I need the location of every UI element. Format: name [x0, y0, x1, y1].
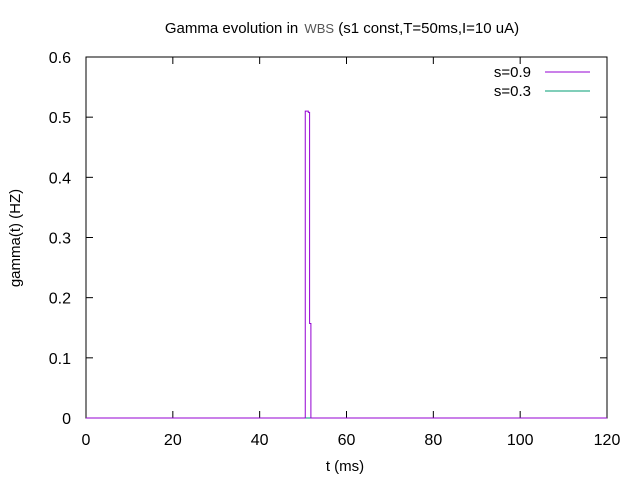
series-lines — [86, 110, 607, 419]
chart-title-highlight: WBS — [304, 21, 334, 36]
y-axis-ticks: 0 0.1 0.2 0.3 0.4 0.5 0.6 — [49, 50, 607, 428]
legend-label: s=0.9 — [494, 64, 531, 81]
chart-title: Gamma evolution in WBS (s1 const,T=50ms,… — [165, 20, 519, 37]
x-tick-label: 80 — [424, 432, 442, 449]
chart-title-prefix: Gamma evolution in — [165, 20, 303, 37]
series-line-1 — [86, 110, 607, 419]
legend-label: s=0.3 — [494, 83, 531, 100]
x-tick-label: 40 — [251, 432, 269, 449]
x-tick-label: 120 — [594, 432, 621, 449]
y-axis-label: gamma(t) (HZ) — [7, 189, 24, 287]
y-tick-label: 0.4 — [49, 170, 71, 187]
y-tick-label: 0.6 — [49, 50, 71, 67]
legend: s=0.9 s=0.3 — [494, 64, 590, 100]
chart-title-suffix: (s1 const,T=50ms,I=10 uA) — [334, 20, 519, 37]
x-tick-label: 100 — [507, 432, 534, 449]
plot-frame — [85, 56, 608, 419]
y-tick-label: 0.1 — [49, 351, 71, 368]
y-tick-label: 0 — [62, 411, 71, 428]
x-tick-label: 60 — [338, 432, 356, 449]
y-tick-label: 0.2 — [49, 291, 71, 308]
x-tick-label: 0 — [82, 432, 91, 449]
x-tick-label: 20 — [164, 432, 182, 449]
y-tick-label: 0.3 — [49, 231, 71, 248]
y-tick-label: 0.5 — [49, 110, 71, 127]
x-axis-ticks: 0 20 40 60 80 100 120 — [82, 57, 621, 449]
plot-border — [85, 56, 608, 419]
x-axis-label: t (ms) — [326, 458, 364, 475]
